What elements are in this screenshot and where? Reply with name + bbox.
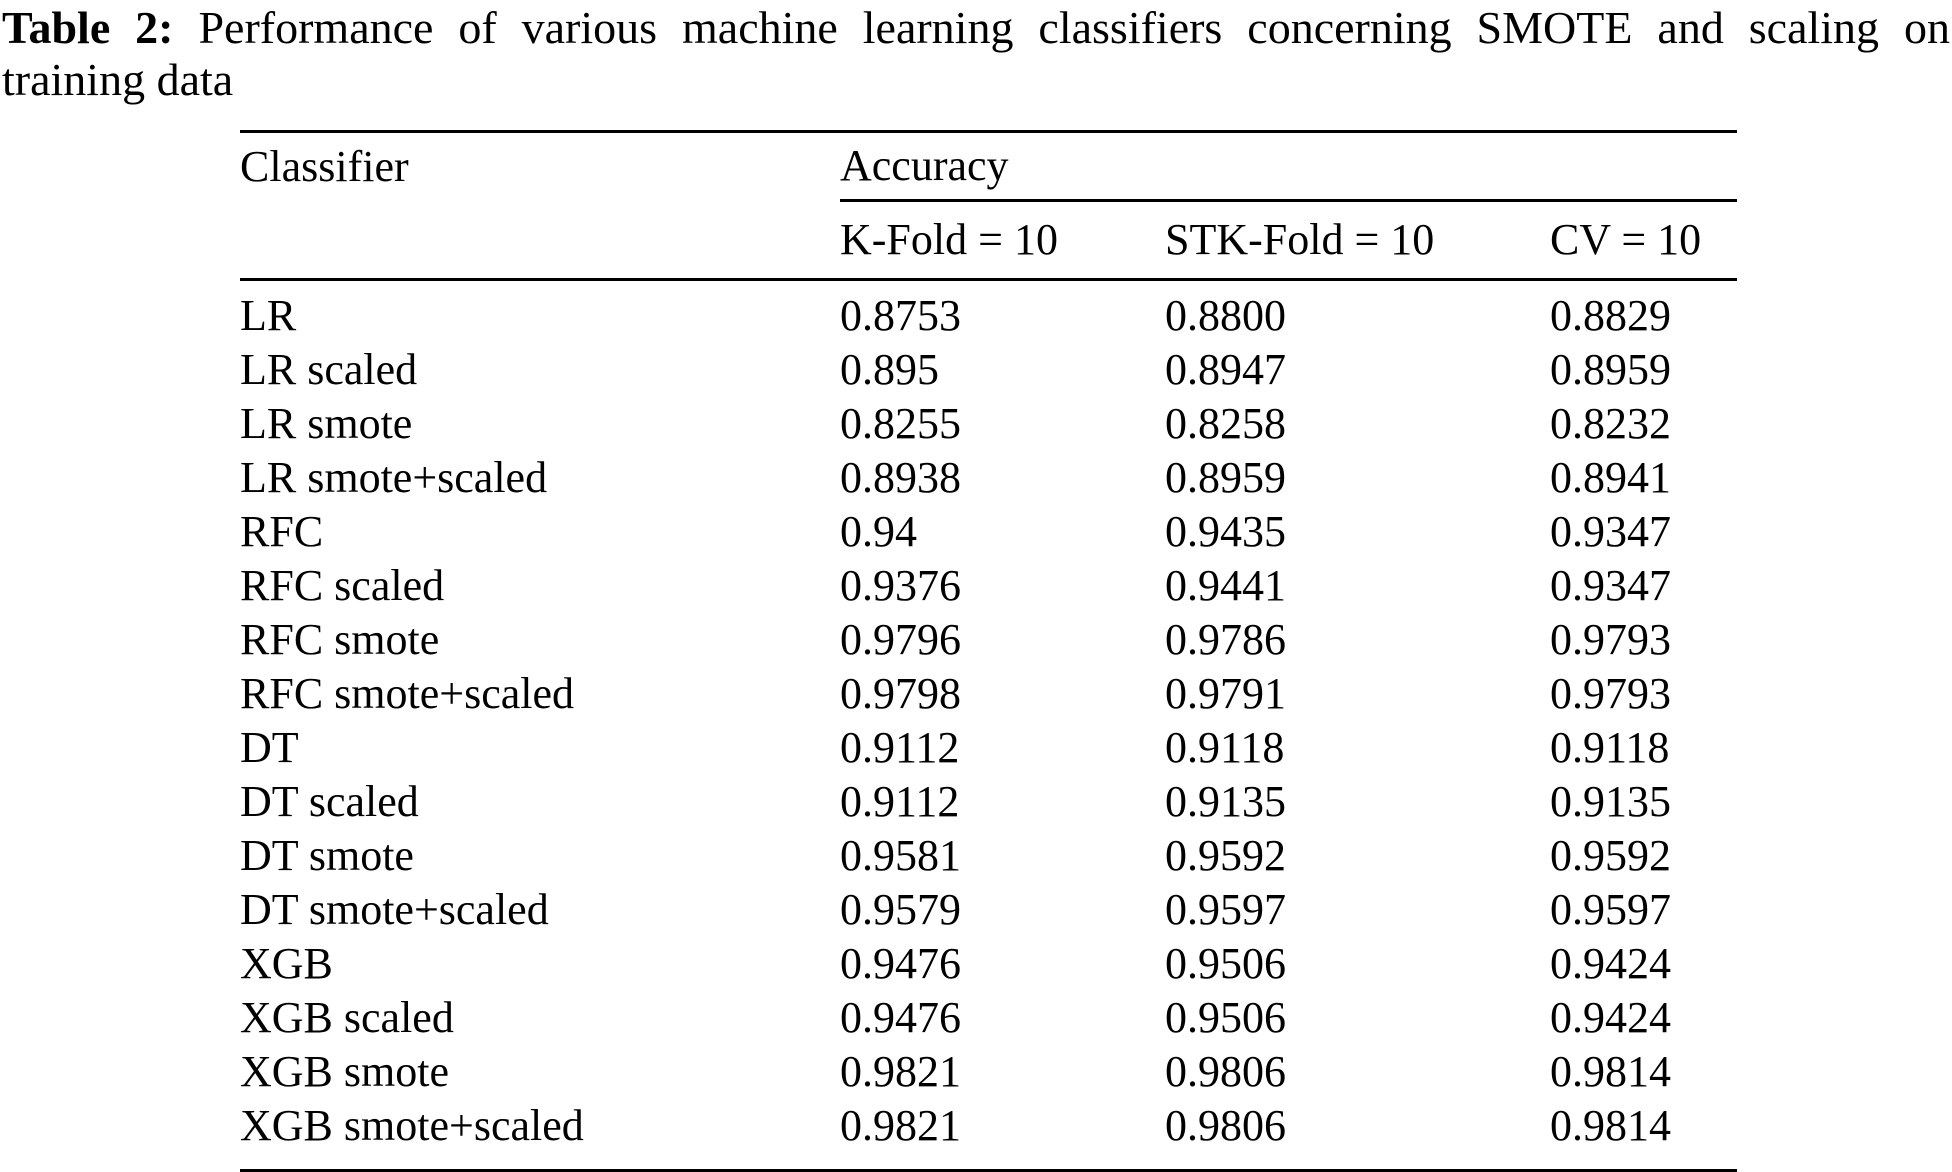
value-cell: 0.9347 bbox=[1550, 561, 1671, 611]
classifier-cell: XGB scaled bbox=[240, 993, 454, 1043]
caption-text: Performance of various machine learning … bbox=[198, 2, 1950, 53]
classifier-cell: XGB smote bbox=[240, 1047, 449, 1097]
value-cell: 0.8938 bbox=[840, 453, 961, 503]
value-cell: 0.9806 bbox=[1165, 1101, 1286, 1151]
classifier-cell: RFC scaled bbox=[240, 561, 445, 611]
table-header: Classifier Accuracy K-Fold = 10 STK-Fold… bbox=[240, 131, 1738, 280]
results-table: Classifier Accuracy K-Fold = 10 STK-Fold… bbox=[240, 129, 1738, 1172]
column-header-stkfold: STK-Fold = 10 bbox=[1165, 198, 1550, 280]
classifier-cell: LR smote+scaled bbox=[240, 453, 548, 503]
value-cell: 0.9347 bbox=[1550, 507, 1671, 557]
value-cell: 0.8959 bbox=[1165, 453, 1286, 503]
table-row: DT 0.9112 0.9118 0.9118 bbox=[240, 721, 1737, 775]
value-cell: 0.8829 bbox=[1550, 291, 1671, 341]
value-cell: 0.9476 bbox=[840, 939, 961, 989]
caption-line-1: Table 2: Performance of various machine … bbox=[2, 2, 1950, 54]
table-row: LR smote+scaled 0.8938 0.8959 0.8941 bbox=[240, 451, 1737, 505]
value-cell: 0.9135 bbox=[1165, 777, 1286, 827]
value-cell: 0.9814 bbox=[1550, 1047, 1671, 1097]
classifier-cell: LR smote bbox=[240, 399, 413, 449]
classifier-cell: RFC smote+scaled bbox=[240, 669, 575, 719]
table-row: RFC scaled 0.9376 0.9441 0.9347 bbox=[240, 559, 1737, 613]
classifier-cell: DT scaled bbox=[240, 777, 419, 827]
table-row: DT smote 0.9581 0.9592 0.9592 bbox=[240, 829, 1737, 883]
value-cell: 0.9592 bbox=[1165, 831, 1286, 881]
table-row: LR scaled 0.895 0.8947 0.8959 bbox=[240, 343, 1737, 397]
caption-line-2: training data bbox=[2, 53, 234, 105]
value-cell: 0.8232 bbox=[1550, 399, 1671, 449]
column-header-classifier: Classifier bbox=[240, 142, 409, 192]
column-header-kfold: K-Fold = 10 bbox=[840, 198, 1165, 280]
table-row: LR 0.8753 0.8800 0.8829 bbox=[240, 279, 1737, 343]
caption-label: Table 2: bbox=[2, 2, 174, 53]
value-cell: 0.9814 bbox=[1550, 1101, 1671, 1151]
value-cell: 0.8941 bbox=[1550, 453, 1671, 503]
value-cell: 0.9597 bbox=[1165, 885, 1286, 935]
value-cell: 0.9506 bbox=[1165, 939, 1286, 989]
classifier-cell: DT smote+scaled bbox=[240, 885, 549, 935]
subheader-spacer bbox=[240, 200, 840, 279]
value-cell: 0.8258 bbox=[1165, 399, 1286, 449]
table-row: DT smote+scaled 0.9579 0.9597 0.9597 bbox=[240, 883, 1737, 937]
value-cell: 0.8753 bbox=[840, 291, 961, 341]
value-cell: 0.9424 bbox=[1550, 993, 1671, 1043]
value-cell: 0.9506 bbox=[1165, 993, 1286, 1043]
classifier-cell: XGB smote+scaled bbox=[240, 1101, 584, 1151]
value-cell: 0.9821 bbox=[840, 1101, 961, 1151]
value-cell: 0.9579 bbox=[840, 885, 961, 935]
value-cell: 0.9821 bbox=[840, 1047, 961, 1097]
value-cell: 0.895 bbox=[840, 345, 939, 395]
classifier-cell: XGB bbox=[240, 939, 333, 989]
table-row: XGB smote 0.9821 0.9806 0.9814 bbox=[240, 1045, 1737, 1099]
value-cell: 0.9376 bbox=[840, 561, 961, 611]
header-row: Classifier Accuracy bbox=[240, 131, 1737, 200]
table-caption: Table 2: Performance of various machine … bbox=[0, 0, 1952, 106]
column-header-cv: CV = 10 bbox=[1550, 198, 1738, 280]
classifier-cell: DT smote bbox=[240, 831, 414, 881]
table-row: LR smote 0.8255 0.8258 0.8232 bbox=[240, 397, 1737, 451]
subheader-row: K-Fold = 10 STK-Fold = 10 CV = 10 bbox=[240, 198, 1738, 280]
table-row: XGB 0.9476 0.9506 0.9424 bbox=[240, 937, 1737, 991]
value-cell: 0.9118 bbox=[1165, 723, 1285, 773]
value-cell: 0.9581 bbox=[840, 831, 961, 881]
classifier-cell: RFC bbox=[240, 507, 324, 557]
value-cell: 0.9597 bbox=[1550, 885, 1671, 935]
value-cell: 0.8959 bbox=[1550, 345, 1671, 395]
table-row: XGB smote+scaled 0.9821 0.9806 0.9814 bbox=[240, 1099, 1737, 1171]
table-row: RFC smote 0.9796 0.9786 0.9793 bbox=[240, 613, 1737, 667]
value-cell: 0.9786 bbox=[1165, 615, 1286, 665]
value-cell: 0.9441 bbox=[1165, 561, 1286, 611]
classifier-cell: LR scaled bbox=[240, 345, 418, 395]
value-cell: 0.9793 bbox=[1550, 669, 1671, 719]
table-row: RFC smote+scaled 0.9798 0.9791 0.9793 bbox=[240, 667, 1737, 721]
value-cell: 0.8800 bbox=[1165, 291, 1286, 341]
value-cell: 0.8255 bbox=[840, 399, 961, 449]
value-cell: 0.9118 bbox=[1550, 723, 1670, 773]
column-header-accuracy: Accuracy bbox=[840, 141, 1009, 191]
table-row: XGB scaled 0.9476 0.9506 0.9424 bbox=[240, 991, 1737, 1045]
value-cell: 0.9791 bbox=[1165, 669, 1286, 719]
value-cell: 0.9112 bbox=[840, 723, 960, 773]
value-cell: 0.9112 bbox=[840, 777, 960, 827]
classifier-cell: DT bbox=[240, 723, 299, 773]
value-cell: 0.8947 bbox=[1165, 345, 1286, 395]
table-row: DT scaled 0.9112 0.9135 0.9135 bbox=[240, 775, 1737, 829]
classifier-cell: RFC smote bbox=[240, 615, 440, 665]
value-cell: 0.9435 bbox=[1165, 507, 1286, 557]
value-cell: 0.9798 bbox=[840, 669, 961, 719]
value-cell: 0.94 bbox=[840, 507, 917, 557]
value-cell: 0.9135 bbox=[1550, 777, 1671, 827]
value-cell: 0.9424 bbox=[1550, 939, 1671, 989]
value-cell: 0.9476 bbox=[840, 993, 961, 1043]
table-body: LR 0.8753 0.8800 0.8829 LR scaled 0.895 … bbox=[240, 279, 1738, 1171]
value-cell: 0.9806 bbox=[1165, 1047, 1286, 1097]
value-cell: 0.9796 bbox=[840, 615, 961, 665]
classifier-cell: LR bbox=[240, 291, 297, 341]
table-row: RFC 0.94 0.9435 0.9347 bbox=[240, 505, 1737, 559]
value-cell: 0.9592 bbox=[1550, 831, 1671, 881]
value-cell: 0.9793 bbox=[1550, 615, 1671, 665]
